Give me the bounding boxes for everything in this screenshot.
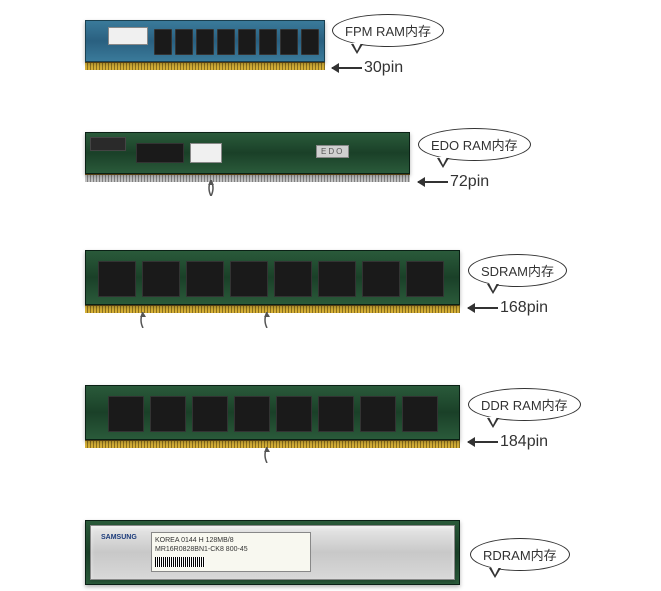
edo-callout: EDO RAM内存 72pin xyxy=(418,128,531,191)
fpm-name: FPM RAM内存 xyxy=(345,24,431,39)
edo-pin-label: 72pin xyxy=(418,173,489,191)
edo-pins xyxy=(85,174,410,182)
fpm-label-sticker xyxy=(108,27,148,45)
rdram-module: SAMSUNG KOREA 0144 H 128MB/8 MR16R0828BN… xyxy=(85,520,460,585)
ram-chip xyxy=(238,29,256,55)
arrow-icon xyxy=(332,67,362,69)
ram-chip xyxy=(259,29,277,55)
ddr-pin-label: 184pin xyxy=(468,433,548,451)
ram-chip xyxy=(318,261,356,297)
ram-chip xyxy=(196,29,214,55)
edo-sticker-left xyxy=(90,137,126,151)
rdram-bubble: RDRAM内存 xyxy=(470,538,570,571)
ram-chip xyxy=(98,261,136,297)
rdram-callout: RDRAM内存 xyxy=(470,538,570,571)
rdram-spec-line2: MR16R0828BN1-CK8 800-45 xyxy=(155,546,248,553)
ddr-ram-row xyxy=(85,385,460,448)
bubble-tail xyxy=(487,284,499,294)
ddr-pcb xyxy=(85,385,460,440)
ram-chip xyxy=(360,396,396,432)
ram-chip xyxy=(217,29,235,55)
fpm-chips xyxy=(154,29,319,55)
sdram-pcb xyxy=(85,250,460,305)
notch-arrow-icon xyxy=(137,312,149,328)
ram-chip xyxy=(274,261,312,297)
ddr-bubble: DDR RAM内存 xyxy=(468,388,581,421)
sdram-name: SDRAM内存 xyxy=(481,264,554,279)
ram-chip xyxy=(406,261,444,297)
barcode-icon xyxy=(155,557,205,567)
rdram-row: SAMSUNG KOREA 0144 H 128MB/8 MR16R0828BN… xyxy=(85,520,460,585)
ddr-name: DDR RAM内存 xyxy=(481,398,568,413)
edo-ram-row: EDO xyxy=(85,132,410,182)
ram-chip xyxy=(230,261,268,297)
arrow-icon xyxy=(468,441,498,443)
sdram-pins-text: 168pin xyxy=(500,299,548,317)
notch-arrow-icon xyxy=(205,180,217,196)
ram-chip xyxy=(186,261,224,297)
ram-chip xyxy=(234,396,270,432)
sdram-module xyxy=(85,250,460,313)
edo-main-chip xyxy=(136,143,184,163)
notch-arrow-icon xyxy=(261,447,273,463)
edo-ram-module: EDO xyxy=(85,132,410,182)
ram-chip xyxy=(142,261,180,297)
edo-bubble: EDO RAM内存 xyxy=(418,128,531,161)
rdram-spec-line1: KOREA 0144 H 128MB/8 xyxy=(155,537,234,544)
edo-sticker-center xyxy=(190,143,222,163)
fpm-ram-row xyxy=(85,20,325,70)
fpm-pin-label: 30pin xyxy=(332,59,403,77)
sdram-callout: SDRAM内存 168pin xyxy=(468,254,567,317)
ram-chip xyxy=(301,29,319,55)
bubble-tail xyxy=(487,418,499,428)
ram-chip xyxy=(154,29,172,55)
ddr-chips xyxy=(108,396,438,432)
rdram-name: RDRAM内存 xyxy=(483,548,557,563)
rdram-heatspreader: SAMSUNG KOREA 0144 H 128MB/8 MR16R0828BN… xyxy=(90,525,455,580)
ddr-pins-text: 184pin xyxy=(500,433,548,451)
bubble-tail xyxy=(489,568,501,578)
edo-pins-text: 72pin xyxy=(450,173,489,191)
bubble-tail xyxy=(351,44,363,54)
arrow-icon xyxy=(418,181,448,183)
sdram-chips xyxy=(98,261,444,297)
rdram-spec-sticker: KOREA 0144 H 128MB/8 MR16R0828BN1-CK8 80… xyxy=(151,532,311,572)
ram-chip xyxy=(192,396,228,432)
ram-chip xyxy=(150,396,186,432)
ddr-ram-module xyxy=(85,385,460,448)
fpm-pins xyxy=(85,62,325,70)
sdram-row xyxy=(85,250,460,313)
rdram-pcb: SAMSUNG KOREA 0144 H 128MB/8 MR16R0828BN… xyxy=(85,520,460,585)
ram-chip xyxy=(108,396,144,432)
fpm-callout: FPM RAM内存 30pin xyxy=(332,14,444,77)
fpm-pins-text: 30pin xyxy=(364,59,403,77)
ddr-callout: DDR RAM内存 184pin xyxy=(468,388,581,451)
ram-chip xyxy=(175,29,193,55)
ram-chip xyxy=(276,396,312,432)
sdram-pin-label: 168pin xyxy=(468,299,548,317)
arrow-icon xyxy=(468,307,498,309)
fpm-ram-module xyxy=(85,20,325,70)
samsung-logo: SAMSUNG xyxy=(101,534,137,541)
edo-name: EDO RAM内存 xyxy=(431,138,518,153)
fpm-bubble: FPM RAM内存 xyxy=(332,14,444,47)
ram-chip xyxy=(362,261,400,297)
bubble-tail xyxy=(437,158,449,168)
notch-arrow-icon xyxy=(261,312,273,328)
fpm-pcb xyxy=(85,20,325,62)
edo-pcb: EDO xyxy=(85,132,410,174)
sdram-bubble: SDRAM内存 xyxy=(468,254,567,287)
ram-chip xyxy=(318,396,354,432)
edo-text-label: EDO xyxy=(316,145,349,158)
ram-chip xyxy=(402,396,438,432)
ram-chip xyxy=(280,29,298,55)
